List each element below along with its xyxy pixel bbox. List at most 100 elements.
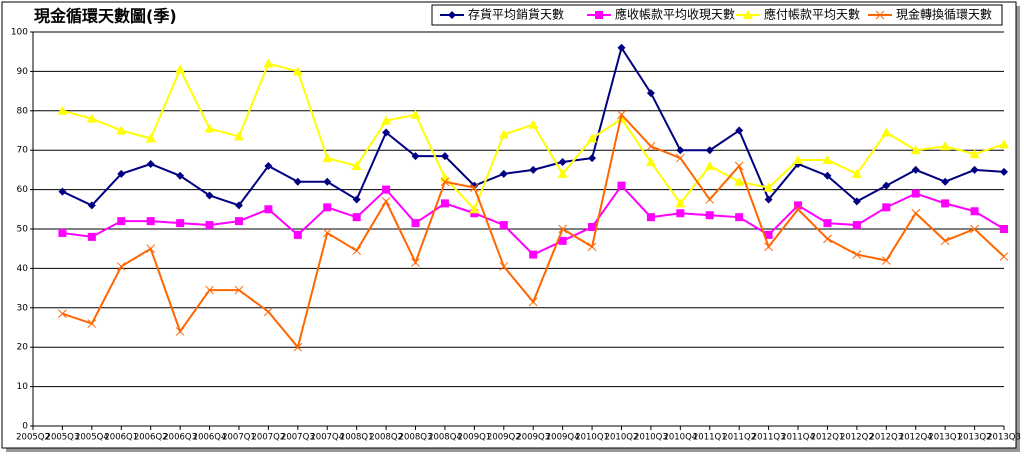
data-point <box>999 139 1009 149</box>
data-point <box>941 199 950 208</box>
legend-label: 存貨平均銷貨天數 <box>468 7 564 22</box>
x-tick-label: 2007Q2 <box>252 433 286 443</box>
data-point <box>263 58 274 68</box>
x-tick-label: 2008Q1 <box>340 433 374 443</box>
data-point <box>528 297 538 307</box>
data-point <box>676 209 685 218</box>
data-point <box>617 181 626 190</box>
data-point <box>233 131 244 141</box>
data-point <box>1000 167 1008 176</box>
data-point <box>176 219 185 228</box>
data-point <box>645 157 656 167</box>
data-point <box>499 262 509 271</box>
data-point <box>205 221 214 230</box>
legend-label: 應付帳款平均天數 <box>764 7 860 22</box>
x-tick-label: 2006Q3 <box>163 433 197 443</box>
x-tick-label: 2007Q3 <box>281 433 315 443</box>
data-point <box>470 183 479 192</box>
x-tick-label: 2012Q4 <box>899 433 933 443</box>
data-point <box>557 168 568 178</box>
data-point <box>146 159 155 168</box>
data-point <box>910 145 921 155</box>
data-point <box>940 141 951 151</box>
x-tick-label: 2008Q4 <box>428 433 462 443</box>
data-point <box>852 250 862 259</box>
data-point <box>646 213 655 222</box>
data-point <box>381 115 392 125</box>
data-point <box>558 224 567 234</box>
data-point <box>205 191 214 200</box>
data-point <box>499 221 508 230</box>
data-point <box>382 128 391 137</box>
legend-marker <box>875 10 885 20</box>
data-point <box>1000 225 1008 233</box>
x-tick-label: 2005Q4 <box>75 433 109 443</box>
data-point <box>529 165 538 174</box>
data-point <box>86 113 97 123</box>
data-point <box>528 119 539 129</box>
x-tick-label: 2010Q1 <box>575 433 609 443</box>
x-tick-label: 2013Q3 <box>987 433 1021 443</box>
legend-marker <box>448 11 456 19</box>
data-point <box>205 285 214 295</box>
x-tick-label: 2005Q3 <box>46 433 80 443</box>
data-point <box>617 110 626 120</box>
data-point <box>705 195 715 204</box>
data-point <box>352 246 362 256</box>
x-tick-label: 2009Q3 <box>516 433 550 443</box>
data-point <box>793 204 803 214</box>
data-point <box>176 171 185 180</box>
data-point <box>175 64 186 74</box>
data-point <box>793 155 804 165</box>
data-point <box>382 185 391 194</box>
data-point <box>970 165 979 174</box>
legend-label: 應收帳款平均收現天數 <box>615 7 735 22</box>
data-point <box>587 242 597 252</box>
data-point <box>117 217 126 226</box>
data-point <box>970 207 979 216</box>
data-point <box>57 105 68 115</box>
data-point <box>146 244 156 254</box>
data-point <box>852 221 861 230</box>
x-tick-label: 2006Q4 <box>193 433 227 443</box>
data-point <box>204 123 215 133</box>
data-point <box>87 232 96 241</box>
data-point <box>116 262 126 271</box>
data-point <box>264 161 273 170</box>
data-point <box>851 168 862 178</box>
data-point <box>469 204 480 214</box>
data-point <box>646 141 656 151</box>
y-tick-label: 30 <box>17 303 29 313</box>
x-tick-label: 2009Q2 <box>487 433 521 443</box>
data-point <box>440 177 450 187</box>
y-tick-label: 0 <box>22 422 28 432</box>
data-point <box>352 195 361 204</box>
data-point <box>911 189 920 198</box>
data-point <box>763 182 774 192</box>
data-point <box>87 319 97 328</box>
data-point <box>498 129 509 139</box>
data-point <box>558 236 567 245</box>
data-point <box>411 219 420 228</box>
data-point <box>675 198 686 208</box>
data-point <box>617 43 626 52</box>
y-tick-label: 20 <box>17 343 29 353</box>
data-point <box>676 146 685 155</box>
data-point <box>704 160 715 170</box>
data-point <box>705 211 714 220</box>
x-tick-label: 2010Q2 <box>605 433 639 443</box>
x-tick-label: 2010Q4 <box>663 433 697 443</box>
y-tick-label: 100 <box>11 28 28 38</box>
y-tick-label: 10 <box>17 382 29 392</box>
data-point <box>58 187 67 196</box>
data-point <box>822 155 833 165</box>
legend-marker <box>743 10 753 19</box>
data-point <box>322 228 332 238</box>
x-tick-label: 2013Q2 <box>958 433 992 443</box>
data-point <box>970 224 979 234</box>
data-point <box>588 154 597 163</box>
data-point <box>881 256 891 265</box>
data-point <box>116 125 127 135</box>
y-tick-label: 50 <box>17 225 29 235</box>
